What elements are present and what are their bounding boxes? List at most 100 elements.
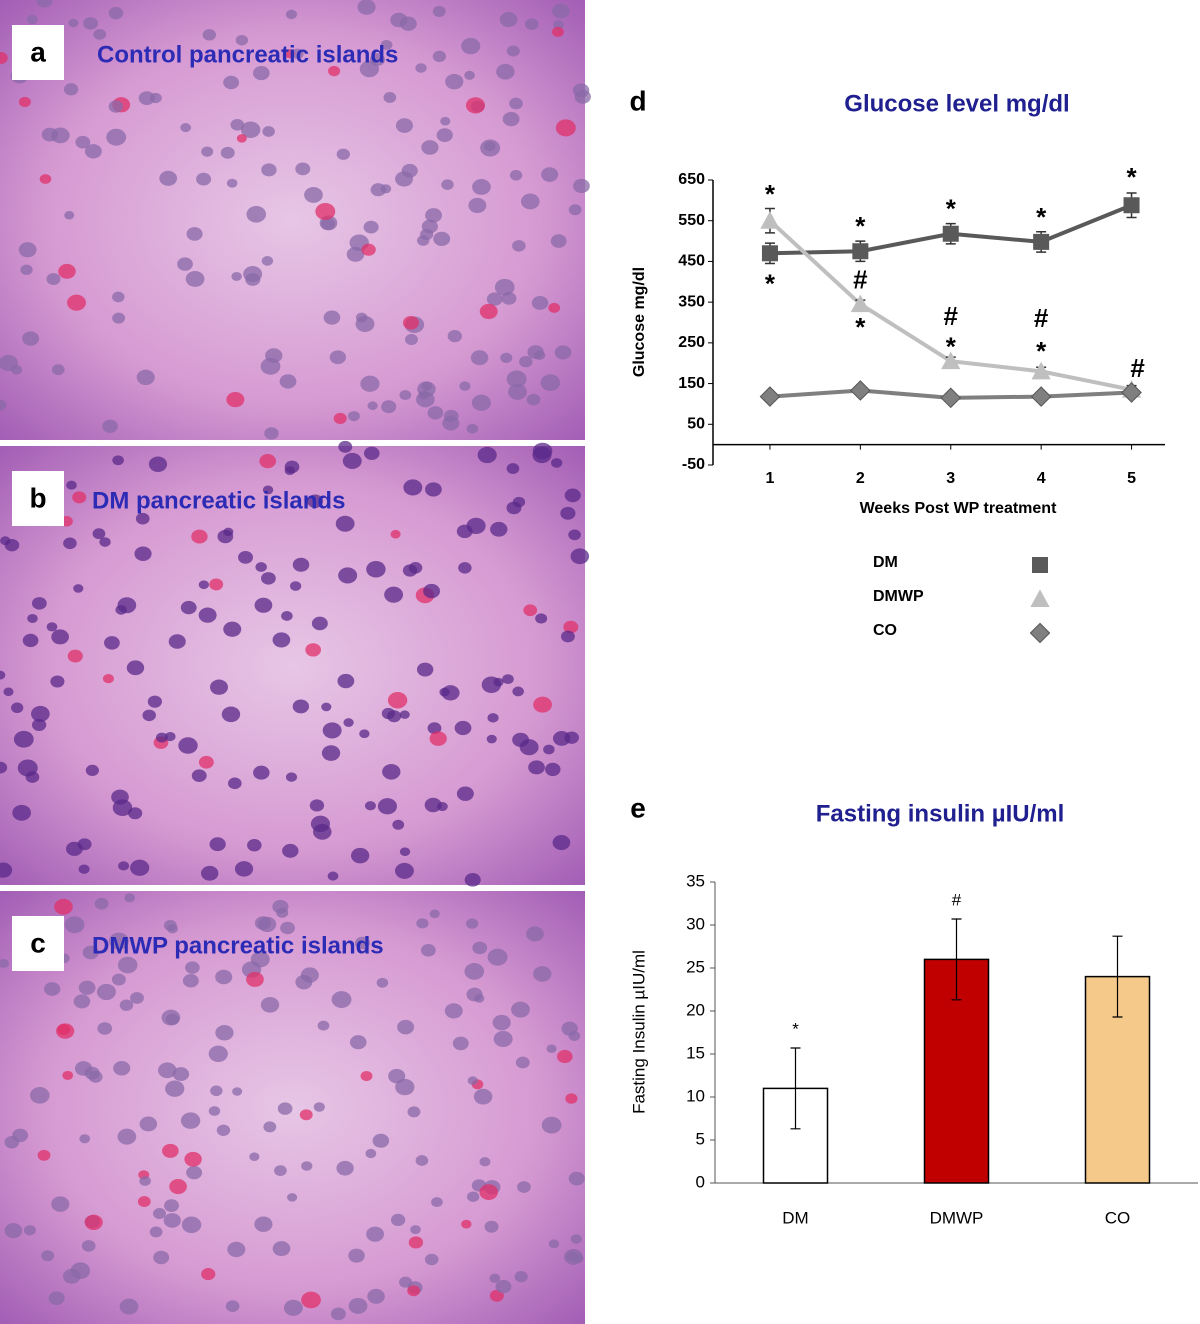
nucleus xyxy=(78,864,90,874)
nucleus xyxy=(442,416,460,431)
nucleus xyxy=(364,801,376,811)
nucleus xyxy=(404,334,418,346)
nucleus xyxy=(570,1234,582,1244)
nucleus xyxy=(456,786,474,801)
nucleus xyxy=(423,583,440,599)
nucleus xyxy=(58,263,76,279)
nucleus xyxy=(108,100,124,113)
nucleus xyxy=(136,369,155,386)
nucleus xyxy=(348,1248,365,1263)
nucleus xyxy=(305,643,321,657)
nucleus xyxy=(30,1087,50,1104)
annotation: * xyxy=(792,1019,799,1038)
nucleus xyxy=(92,528,106,540)
nucleus xyxy=(81,1240,96,1252)
nucleus xyxy=(436,128,453,143)
nucleus xyxy=(130,992,144,1004)
nucleus xyxy=(4,1136,20,1149)
annotation: * xyxy=(1036,202,1047,232)
nucleus xyxy=(399,710,410,719)
nucleus xyxy=(486,734,497,744)
annotation: # xyxy=(1034,303,1049,333)
marker-square xyxy=(1032,557,1048,573)
nucleus xyxy=(342,452,362,470)
nucleus xyxy=(323,310,341,325)
nucleus xyxy=(433,231,451,247)
annotation: * xyxy=(765,179,776,209)
nucleus xyxy=(202,29,217,41)
marker-diamond xyxy=(1030,386,1052,407)
panel-label: a xyxy=(30,36,46,67)
nucleus xyxy=(415,63,427,73)
nucleus xyxy=(317,1020,330,1031)
nucleus xyxy=(67,649,83,663)
nucleus xyxy=(209,679,229,695)
nucleus xyxy=(459,381,471,391)
y-tick-label: 550 xyxy=(678,212,705,229)
nucleus xyxy=(552,3,570,19)
nucleus xyxy=(336,148,350,160)
nucleus xyxy=(346,246,365,262)
y-tick-label: 35 xyxy=(686,871,705,890)
nucleus xyxy=(444,1003,463,1019)
nucleus xyxy=(328,65,341,77)
nucleus xyxy=(111,973,126,986)
nucleus xyxy=(226,178,238,188)
nucleus xyxy=(149,1226,163,1238)
nucleus xyxy=(62,1070,74,1080)
nucleus xyxy=(63,83,79,96)
nucleus xyxy=(415,1155,429,1166)
nucleus xyxy=(330,1307,346,1321)
nucleus xyxy=(479,303,498,320)
annotation: * xyxy=(855,211,866,241)
nucleus xyxy=(361,243,376,256)
nucleus xyxy=(264,427,279,440)
nucleus xyxy=(96,983,116,1001)
nucleus xyxy=(198,755,214,769)
nucleus xyxy=(104,636,120,650)
nucleus xyxy=(563,620,579,634)
nucleus xyxy=(84,144,102,159)
nucleus xyxy=(573,1254,584,1263)
nucleus xyxy=(99,537,111,547)
nucleus xyxy=(254,597,273,613)
nucleus xyxy=(112,312,126,324)
nucleus xyxy=(526,926,544,942)
nucleus xyxy=(464,963,485,980)
nucleus xyxy=(258,916,277,933)
nucleus xyxy=(360,375,380,392)
nucleus xyxy=(226,391,245,408)
nucleus xyxy=(185,961,200,974)
image-caption: DMWP pancreatic islands xyxy=(92,932,384,959)
marker-diamond xyxy=(1121,382,1142,403)
marker-square xyxy=(761,245,778,262)
nucleus xyxy=(27,613,38,624)
nucleus xyxy=(51,629,69,645)
nucleus xyxy=(153,1250,170,1265)
nucleus xyxy=(167,924,178,934)
nucleus xyxy=(533,966,552,982)
x-tick-label: 3 xyxy=(946,470,955,487)
nucleus xyxy=(527,345,544,360)
nucleus xyxy=(484,1220,499,1233)
x-axis-label: Weeks Post WP treatment xyxy=(860,500,1057,517)
nucleus xyxy=(367,401,378,411)
nucleus xyxy=(420,944,436,957)
histology-image xyxy=(0,0,585,440)
nucleus xyxy=(253,765,270,780)
nucleus xyxy=(223,75,240,90)
nucleus xyxy=(272,632,291,648)
nucleus xyxy=(20,264,33,276)
nucleus xyxy=(139,1176,151,1186)
nucleus xyxy=(399,847,411,857)
nucleus xyxy=(395,118,413,133)
x-tick-label: 5 xyxy=(1127,470,1136,487)
nucleus xyxy=(329,350,347,365)
annotation: # xyxy=(1130,353,1145,383)
nucleus xyxy=(0,670,6,680)
x-tick-label: 2 xyxy=(856,470,865,487)
nucleus xyxy=(282,843,299,858)
nucleus xyxy=(309,799,325,812)
nucleus xyxy=(117,1128,137,1145)
nucleus xyxy=(447,330,462,343)
